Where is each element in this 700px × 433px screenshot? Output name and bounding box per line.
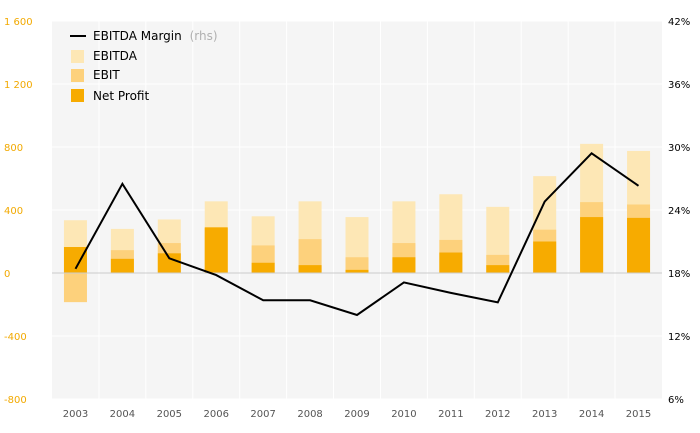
tick-label-x: 2010 bbox=[391, 409, 416, 420]
tick-label-x: 2004 bbox=[110, 409, 135, 420]
tick-label-left: -800 bbox=[4, 395, 27, 406]
bar-net-profit bbox=[627, 217, 651, 273]
tick-label-left: 0 bbox=[4, 269, 10, 280]
bar-net-profit bbox=[110, 258, 134, 273]
tick-label-x: 2009 bbox=[344, 409, 369, 420]
tick-label-right: 30% bbox=[668, 143, 690, 154]
tick-label-right: 12% bbox=[668, 332, 690, 343]
tick-label-right: 36% bbox=[668, 80, 690, 91]
bars bbox=[63, 143, 651, 303]
bar-net-profit bbox=[345, 269, 369, 273]
margin-line-series bbox=[74, 151, 640, 317]
tick-label-right: 18% bbox=[668, 269, 690, 280]
bar-net-profit bbox=[439, 252, 463, 273]
tick-label-x: 2015 bbox=[626, 409, 651, 420]
bar-net-profit bbox=[204, 227, 228, 273]
right-axis-ticks: 6% 12% 18% 24% 30% 36% 42% bbox=[668, 17, 690, 406]
bar-net-profit bbox=[580, 217, 604, 273]
bar-net-profit bbox=[251, 262, 275, 273]
x-axis-ticks: 2003 2004 2005 2006 2007 2008 2009 2010 2011 2012… bbox=[63, 409, 652, 420]
legend-label-margin: EBITDA Margin (rhs) bbox=[93, 29, 218, 43]
tick-label-left: 1 600 bbox=[4, 17, 33, 28]
bar-net-profit bbox=[533, 241, 557, 273]
bar-net-profit bbox=[63, 247, 87, 273]
tick-label-x: 2012 bbox=[485, 409, 510, 420]
margin-line bbox=[74, 151, 640, 317]
tick-label-right: 42% bbox=[668, 17, 690, 28]
tick-label-right: 6% bbox=[668, 395, 684, 406]
tick-label-x: 2013 bbox=[532, 409, 557, 420]
tick-label-x: 2007 bbox=[250, 409, 275, 420]
tick-label-x: 2006 bbox=[204, 409, 229, 420]
legend-swatch-net-profit bbox=[71, 89, 84, 102]
bar-net-profit bbox=[157, 253, 181, 273]
tick-label-left: 1 200 bbox=[4, 80, 33, 91]
legend-swatch-ebit bbox=[71, 69, 84, 82]
bar-net-profit bbox=[486, 265, 510, 273]
tick-label-right: 24% bbox=[668, 206, 690, 217]
tick-label-x: 2014 bbox=[579, 409, 604, 420]
bar-net-profit bbox=[298, 265, 322, 273]
tick-label-x: 2008 bbox=[297, 409, 322, 420]
tick-label-x: 2005 bbox=[157, 409, 182, 420]
tick-label-x: 2003 bbox=[63, 409, 88, 420]
legend-label-ebitda: EBITDA bbox=[93, 49, 138, 63]
tick-label-left: -400 bbox=[4, 332, 27, 343]
legend-label-ebit: EBIT bbox=[93, 68, 120, 82]
legend: EBITDA Margin (rhs) EBITDA EBIT Net Prof… bbox=[70, 29, 218, 103]
legend-swatch-ebitda bbox=[71, 50, 84, 63]
tick-label-left: 800 bbox=[4, 143, 23, 154]
bar-net-profit bbox=[392, 257, 416, 273]
left-axis-ticks: -800 -400 0 400 800 1 200 1 600 bbox=[4, 17, 33, 406]
bar-ebit bbox=[298, 239, 322, 273]
bar-ebit bbox=[345, 257, 369, 273]
legend-label-net-profit: Net Profit bbox=[93, 89, 149, 103]
tick-label-left: 400 bbox=[4, 206, 23, 217]
bar-ebit bbox=[63, 273, 87, 303]
tick-label-x: 2011 bbox=[438, 409, 463, 420]
